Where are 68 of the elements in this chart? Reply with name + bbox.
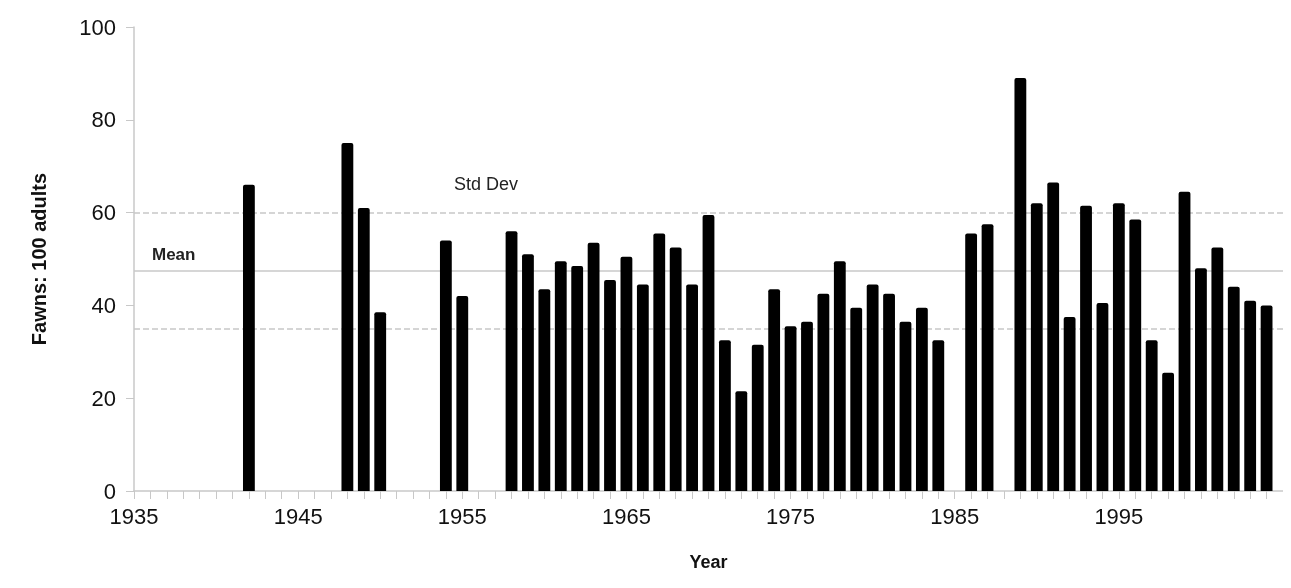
bar: [932, 340, 945, 491]
y-tick-label: 100: [79, 14, 116, 40]
bar: [784, 326, 797, 491]
bar: [751, 344, 764, 491]
bar: [604, 279, 616, 491]
x-tick-label: 1955: [437, 503, 487, 529]
bar: [1227, 286, 1240, 491]
x-tick-label: 1935: [109, 503, 159, 529]
bar: [1211, 247, 1224, 491]
bar: [1014, 78, 1027, 491]
bar: [719, 340, 731, 491]
bar: [374, 312, 387, 491]
x-tick-label: 1995: [1094, 503, 1144, 529]
bar: [981, 224, 994, 491]
x-axis-title: Year: [689, 552, 728, 572]
x-tick-label: 1985: [930, 503, 980, 529]
y-tick-label: 60: [91, 200, 116, 226]
y-tick-label: 80: [91, 107, 116, 133]
bar: [850, 307, 863, 491]
bar: [833, 261, 846, 491]
bar: [1063, 317, 1076, 491]
bar: [439, 240, 452, 491]
bar: [587, 242, 600, 491]
bar: [669, 247, 682, 491]
bar: [1096, 303, 1109, 491]
bar: [817, 293, 830, 491]
bar: [915, 307, 928, 491]
bar: [883, 293, 895, 491]
ref-line-label: Mean: [152, 244, 196, 264]
bar: [554, 261, 567, 491]
bar: [1145, 340, 1158, 491]
y-tick-label: 0: [103, 478, 116, 504]
bar: [965, 233, 978, 491]
bar: [899, 321, 912, 491]
bar: [1030, 203, 1043, 491]
bar: [522, 254, 534, 491]
bar: [357, 207, 370, 491]
bar: [505, 231, 518, 491]
y-tick-label: 40: [91, 292, 116, 318]
bar: [686, 284, 698, 491]
bar: [1112, 203, 1125, 491]
bar: [1244, 300, 1257, 491]
x-tick-label: 1965: [601, 503, 651, 529]
bar: [1260, 305, 1273, 491]
y-tick-label: 20: [91, 385, 116, 411]
bar: [653, 233, 666, 491]
bar: [341, 143, 354, 491]
bar: [456, 296, 469, 491]
bar: [735, 391, 748, 491]
bar: [242, 184, 255, 491]
bar: [1178, 191, 1191, 491]
bar: [571, 265, 584, 491]
bar: [1162, 372, 1175, 491]
ref-line-label: Std Dev: [454, 173, 519, 194]
bar: [1047, 182, 1060, 491]
bar: [1195, 268, 1207, 491]
bar: [1129, 219, 1142, 491]
y-axis-title: Fawns: 100 adults: [28, 172, 50, 346]
bar: [702, 214, 715, 491]
bar: [866, 284, 879, 491]
bar: [636, 284, 649, 491]
bar: [538, 289, 551, 491]
bar: [620, 256, 633, 491]
x-tick-label: 1945: [273, 503, 323, 529]
x-tick-label: 1975: [766, 503, 816, 529]
bar: [801, 321, 813, 491]
bar: [768, 289, 781, 491]
bar: [1080, 205, 1092, 491]
